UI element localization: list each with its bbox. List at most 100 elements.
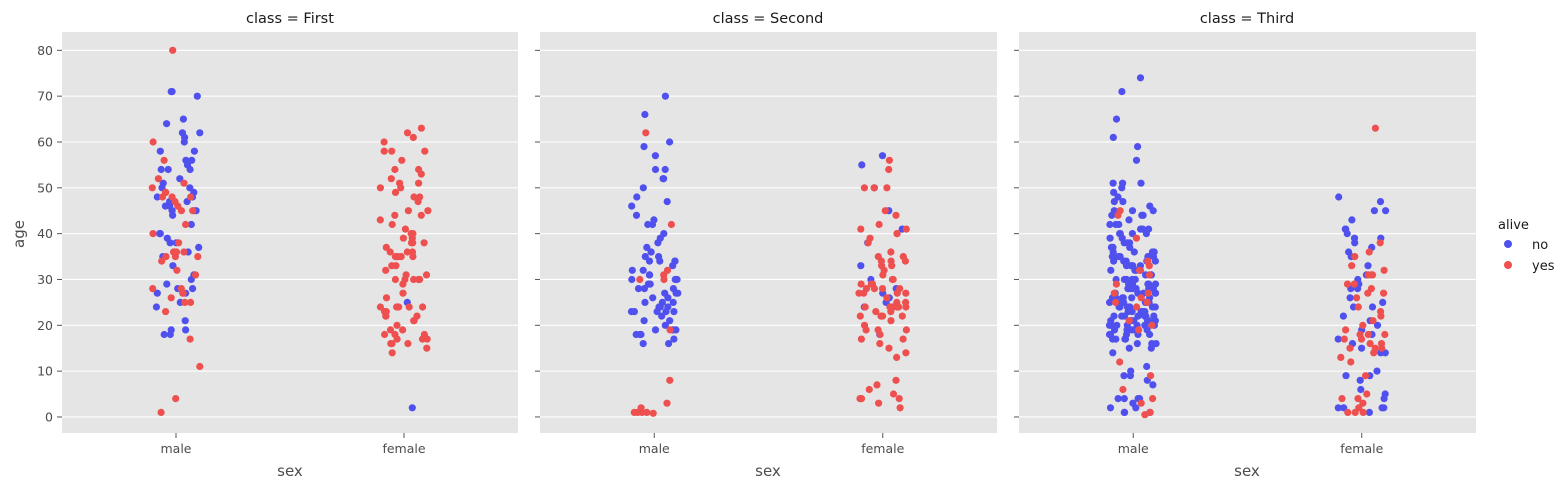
data-point-yes — [403, 248, 411, 256]
data-point-no — [1379, 298, 1387, 306]
data-point-no — [673, 275, 681, 284]
data-point-yes — [386, 326, 395, 334]
data-point-no — [641, 253, 649, 261]
data-point-no — [645, 257, 654, 265]
data-point-yes — [872, 308, 880, 316]
data-point-yes — [1366, 340, 1374, 348]
panel-first-class: 0 10 20 30 40 50 60 70 80 male female class = First — [37, 11, 518, 456]
data-point-yes — [386, 248, 394, 256]
data-point-yes — [1147, 372, 1155, 380]
data-point-yes — [878, 285, 887, 293]
data-point-no — [645, 271, 654, 279]
data-point-yes — [881, 207, 889, 215]
data-point-yes — [1125, 317, 1133, 325]
data-point-yes — [875, 220, 883, 229]
data-point-yes — [1370, 349, 1378, 357]
legend-title: alive — [1498, 218, 1529, 233]
data-point-yes — [1340, 335, 1348, 343]
data-point-yes — [1344, 408, 1352, 416]
data-point-no — [641, 298, 649, 306]
data-point-no — [1125, 216, 1133, 224]
data-point-no — [1105, 321, 1114, 329]
y-axis-label: age — [10, 220, 28, 248]
data-point-yes — [1348, 262, 1356, 270]
data-point-yes — [902, 303, 910, 311]
data-point-yes — [189, 207, 197, 215]
data-point-yes — [892, 211, 900, 219]
data-point-yes — [394, 253, 402, 261]
data-point-no — [1365, 408, 1373, 416]
data-point-yes — [1114, 211, 1122, 219]
data-point-no — [634, 285, 643, 293]
data-point-yes — [883, 294, 891, 302]
data-point-no — [152, 303, 160, 311]
data-point-no — [1109, 349, 1117, 357]
data-point-no — [664, 294, 672, 302]
data-point-no — [1134, 143, 1142, 151]
data-point-no — [188, 156, 196, 164]
data-point-no — [153, 193, 161, 201]
data-point-yes — [380, 147, 388, 155]
data-point-yes — [388, 340, 396, 348]
data-point-no — [1115, 220, 1123, 229]
data-point-yes — [424, 207, 432, 215]
data-point-no — [633, 193, 641, 201]
x-axis-label-first: sex — [277, 462, 303, 480]
data-point-no — [1106, 220, 1114, 229]
data-point-yes — [414, 198, 422, 206]
data-point-yes — [1357, 335, 1366, 343]
plot-area-background — [1019, 32, 1476, 433]
data-point-yes — [399, 326, 407, 334]
data-point-yes — [1145, 262, 1153, 270]
data-point-no — [661, 92, 670, 100]
data-point-no — [1120, 372, 1128, 380]
data-point-no — [632, 211, 641, 219]
data-point-no — [1133, 340, 1141, 348]
y-tick-label: 60 — [37, 134, 53, 149]
data-point-yes — [860, 289, 868, 297]
data-point-no — [1126, 372, 1134, 380]
data-point-no — [1120, 395, 1128, 403]
data-point-yes — [1116, 358, 1124, 366]
data-point-yes — [887, 248, 895, 256]
data-point-yes — [902, 349, 910, 357]
data-point-yes — [856, 312, 864, 320]
data-point-no — [182, 326, 190, 334]
data-point-no — [179, 115, 187, 123]
data-point-yes — [1141, 411, 1149, 419]
data-point-yes — [1362, 372, 1370, 380]
data-point-yes — [409, 239, 417, 247]
data-point-yes — [895, 395, 903, 403]
data-point-yes — [902, 225, 910, 233]
data-point-yes — [423, 335, 431, 343]
data-point-no — [654, 239, 662, 247]
x-axis-label-second: sex — [755, 462, 781, 480]
data-point-yes — [388, 147, 396, 155]
data-point-no — [666, 317, 674, 325]
legend: alive no yes — [1498, 218, 1555, 274]
data-point-yes — [417, 170, 425, 178]
data-point-yes — [395, 303, 403, 311]
data-point-yes — [893, 289, 901, 297]
data-point-yes — [663, 399, 671, 407]
data-point-no — [1151, 289, 1159, 297]
data-point-yes — [1149, 395, 1157, 403]
data-point-yes — [392, 262, 400, 270]
data-point-no — [187, 220, 195, 229]
data-point-yes — [409, 133, 417, 141]
data-point-no — [1370, 207, 1378, 215]
data-point-yes — [388, 220, 396, 229]
data-point-yes — [892, 376, 900, 384]
data-point-yes — [1359, 399, 1367, 407]
data-point-no — [1106, 234, 1114, 242]
data-point-yes — [417, 211, 425, 219]
data-point-no — [1112, 115, 1121, 123]
data-point-yes — [643, 408, 651, 416]
data-point-no — [1137, 179, 1145, 187]
data-point-no — [1110, 198, 1118, 206]
data-point-no — [640, 285, 649, 293]
data-point-no — [670, 335, 678, 343]
data-point-no — [639, 266, 647, 274]
data-point-yes — [1342, 326, 1350, 334]
data-point-yes — [398, 156, 406, 164]
